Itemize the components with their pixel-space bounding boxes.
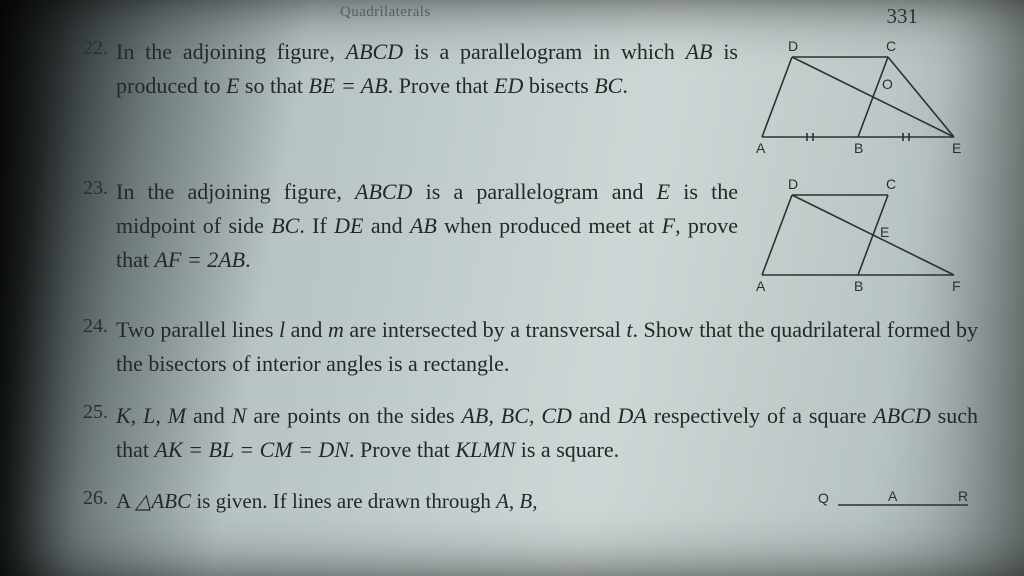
question-number: 24. bbox=[80, 313, 108, 381]
question-text: A △ABC is given. If lines are drawn thro… bbox=[116, 485, 794, 518]
question-22: 22. In the adjoining figure, ABCD is a p… bbox=[80, 35, 978, 157]
vertex-R: R bbox=[958, 488, 968, 504]
vertex-A: A bbox=[888, 488, 898, 504]
question-number: 26. bbox=[80, 485, 108, 518]
vertex-C: C bbox=[886, 177, 896, 192]
question-body: In the adjoining figure, ABCD is a paral… bbox=[116, 175, 978, 295]
vertex-Q: Q bbox=[818, 490, 829, 506]
photo-background: Quadrilaterals 331 22. In the adjoining … bbox=[0, 0, 1024, 576]
question-number: 22. bbox=[80, 35, 108, 157]
vertex-C: C bbox=[886, 38, 896, 54]
question-number: 23. bbox=[80, 175, 108, 295]
question-text: Two parallel lines l and m are intersect… bbox=[116, 313, 978, 381]
question-23: 23. In the adjoining figure, ABCD is a p… bbox=[80, 175, 978, 295]
vertex-E: E bbox=[952, 140, 961, 156]
vertex-B: B bbox=[854, 140, 863, 156]
vertex-F: F bbox=[952, 278, 961, 294]
question-26-partial: 26. A △ABC is given. If lines are drawn … bbox=[80, 485, 978, 518]
vertex-D: D bbox=[788, 38, 798, 54]
page-header: Quadrilaterals 331 bbox=[80, 4, 978, 29]
figure-22: D C O A B E bbox=[752, 35, 978, 157]
chapter-title-fragment: Quadrilaterals bbox=[80, 4, 431, 21]
question-body: A △ABC is given. If lines are drawn thro… bbox=[116, 485, 978, 518]
textbook-page: Quadrilaterals 331 22. In the adjoining … bbox=[44, 0, 1006, 576]
vertex-A: A bbox=[756, 140, 766, 156]
vertex-B: B bbox=[854, 278, 863, 294]
question-text: In the adjoining figure, ABCD is a paral… bbox=[116, 35, 738, 157]
point-E: E bbox=[880, 224, 889, 240]
figure-26-partial: Q A R bbox=[808, 485, 978, 518]
question-text: K, L, M and N are points on the sides AB… bbox=[116, 399, 978, 467]
question-number: 25. bbox=[80, 399, 108, 467]
point-O: O bbox=[882, 76, 893, 92]
vertex-D: D bbox=[788, 177, 798, 192]
question-body: K, L, M and N are points on the sides AB… bbox=[116, 399, 978, 467]
question-25: 25. K, L, M and N are points on the side… bbox=[80, 399, 978, 467]
question-24: 24. Two parallel lines l and m are inter… bbox=[80, 313, 978, 381]
vertex-A: A bbox=[756, 278, 766, 294]
question-text: In the adjoining figure, ABCD is a paral… bbox=[116, 175, 738, 295]
page-number: 331 bbox=[887, 4, 979, 29]
question-body: Two parallel lines l and m are intersect… bbox=[116, 313, 978, 381]
figure-23: D C E A B F bbox=[752, 175, 978, 295]
question-body: In the adjoining figure, ABCD is a paral… bbox=[116, 35, 978, 157]
